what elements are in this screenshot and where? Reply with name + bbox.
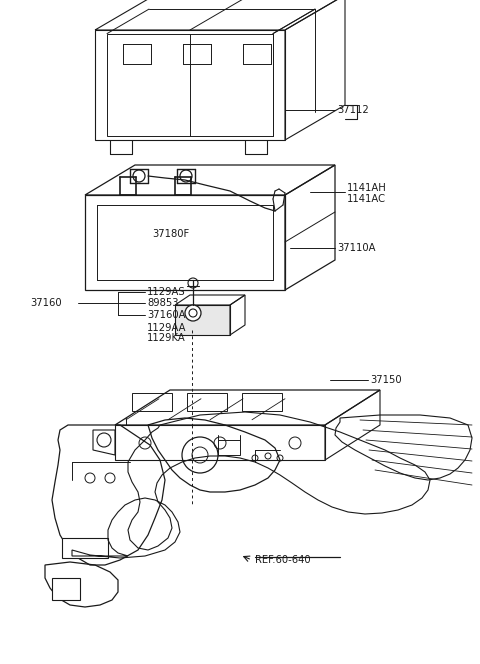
Text: 1129AA: 1129AA [147,323,187,333]
Text: 37150: 37150 [370,375,402,385]
Text: 1141AH: 1141AH [347,183,387,193]
Text: 1129AS: 1129AS [147,287,186,297]
Text: 37112: 37112 [337,105,369,115]
Polygon shape [62,538,108,558]
Circle shape [185,305,201,321]
Text: 37160A: 37160A [147,310,185,320]
Text: 37180F: 37180F [152,229,189,239]
Text: 1141AC: 1141AC [347,194,386,204]
Text: 89853: 89853 [147,298,179,308]
Text: REF.60-640: REF.60-640 [255,555,311,565]
Polygon shape [52,578,80,600]
Text: 37160: 37160 [30,298,61,308]
Text: 1129KA: 1129KA [147,333,186,343]
Polygon shape [175,305,230,335]
Text: 37110A: 37110A [337,243,375,253]
